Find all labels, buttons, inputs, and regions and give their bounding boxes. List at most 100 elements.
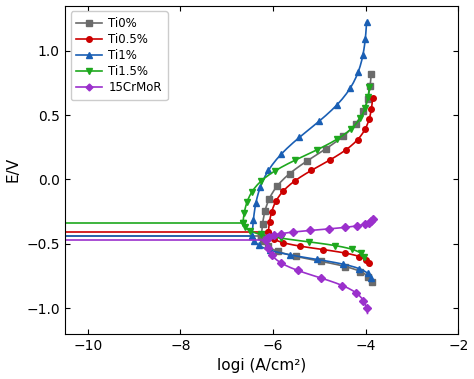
15CrMoR (368, 219, 374, 224)
X-axis label: logi (A/cm²): logi (A/cm²) (217, 359, 306, 373)
Ti0.5% (360, 130, 366, 135)
Ti1% (260, 179, 265, 183)
Ti1.5% (258, 179, 264, 183)
Ti1.5% (267, 172, 273, 177)
Ti0.5% (303, 172, 309, 176)
Ti1% (290, 141, 296, 145)
Ti1.5% (361, 109, 367, 113)
Ti0.5% (367, 113, 373, 118)
Ti1.5% (255, 182, 260, 187)
15CrMoR (362, 222, 368, 226)
15CrMoR (282, 231, 288, 235)
Ti1% (351, 80, 356, 85)
Ti1% (279, 152, 284, 156)
Ti1.5% (352, 123, 358, 127)
Ti0.5% (370, 96, 375, 100)
15CrMoR (370, 217, 375, 222)
15CrMoR (269, 233, 275, 238)
Ti1.5% (249, 190, 255, 194)
15CrMoR (264, 237, 269, 242)
Ti0% (265, 200, 271, 205)
Ti1% (364, 20, 369, 25)
Ti1.5% (321, 144, 327, 149)
Ti1% (364, 25, 369, 30)
Ti0% (335, 138, 341, 143)
15CrMoR (271, 233, 276, 238)
Ti0.5% (364, 124, 370, 128)
Ti1% (265, 168, 271, 172)
Ti1% (344, 91, 349, 96)
Ti0% (367, 84, 373, 89)
Ti1% (251, 218, 256, 222)
15CrMoR (313, 228, 319, 232)
Ti0.5% (343, 147, 349, 152)
Ti0% (260, 221, 265, 226)
15CrMoR (319, 227, 325, 232)
Ti1% (251, 212, 257, 216)
Ti1.5% (247, 193, 253, 197)
Ti1% (303, 130, 309, 134)
Ti0% (269, 192, 274, 197)
15CrMoR (367, 220, 373, 224)
15CrMoR (264, 236, 270, 241)
Ti1.5% (344, 130, 350, 135)
Ti1.5% (300, 155, 305, 159)
Ti0.5% (369, 99, 375, 104)
Ti0.5% (333, 154, 338, 159)
15CrMoR (342, 225, 348, 230)
Ti0.5% (297, 175, 303, 180)
Ti1.5% (339, 133, 345, 138)
Ti0% (271, 188, 277, 193)
Ti0% (365, 97, 371, 101)
Ti1.5% (355, 119, 361, 124)
Ti1.5% (363, 105, 368, 110)
Ti0.5% (368, 110, 374, 114)
15CrMoR (365, 221, 371, 226)
Ti1% (329, 108, 335, 112)
Ti0% (278, 180, 283, 184)
15CrMoR (360, 222, 365, 227)
Ti0% (259, 234, 264, 238)
Line: Ti0.5%: Ti0.5% (265, 96, 375, 235)
Ti1.5% (314, 147, 320, 152)
Ti1.5% (240, 221, 246, 226)
Ti0.5% (273, 199, 279, 204)
15CrMoR (364, 221, 369, 226)
Ti1.5% (262, 175, 268, 180)
Ti1.5% (244, 200, 250, 205)
Ti0% (360, 109, 366, 114)
Ti1% (253, 201, 259, 205)
15CrMoR (307, 228, 313, 233)
Ti1.5% (307, 151, 313, 155)
Ti0% (259, 226, 265, 230)
15CrMoR (263, 238, 269, 242)
Ti0.5% (315, 165, 320, 169)
Ti0% (323, 146, 329, 151)
Ti0% (356, 117, 362, 122)
15CrMoR (369, 219, 374, 223)
Line: Ti1%: Ti1% (249, 20, 369, 239)
Ti1.5% (243, 204, 249, 208)
Ti0% (345, 130, 351, 135)
15CrMoR (286, 230, 292, 235)
Ti0.5% (366, 117, 372, 121)
Ti1.5% (357, 116, 363, 121)
Y-axis label: E/V: E/V (6, 157, 20, 182)
Ti0% (353, 122, 358, 126)
Ti1.5% (348, 127, 354, 131)
15CrMoR (369, 218, 375, 223)
Ti1.5% (292, 158, 298, 163)
15CrMoR (265, 236, 271, 240)
15CrMoR (301, 229, 307, 233)
Ti1.5% (241, 214, 246, 219)
15CrMoR (357, 223, 363, 227)
Ti1% (252, 207, 258, 211)
15CrMoR (273, 232, 279, 237)
Ti0.5% (351, 141, 357, 145)
15CrMoR (264, 236, 270, 241)
15CrMoR (278, 231, 284, 236)
Ti0% (263, 205, 269, 209)
Ti1.5% (252, 186, 257, 191)
Ti0.5% (358, 134, 364, 138)
Ti0% (274, 184, 280, 188)
